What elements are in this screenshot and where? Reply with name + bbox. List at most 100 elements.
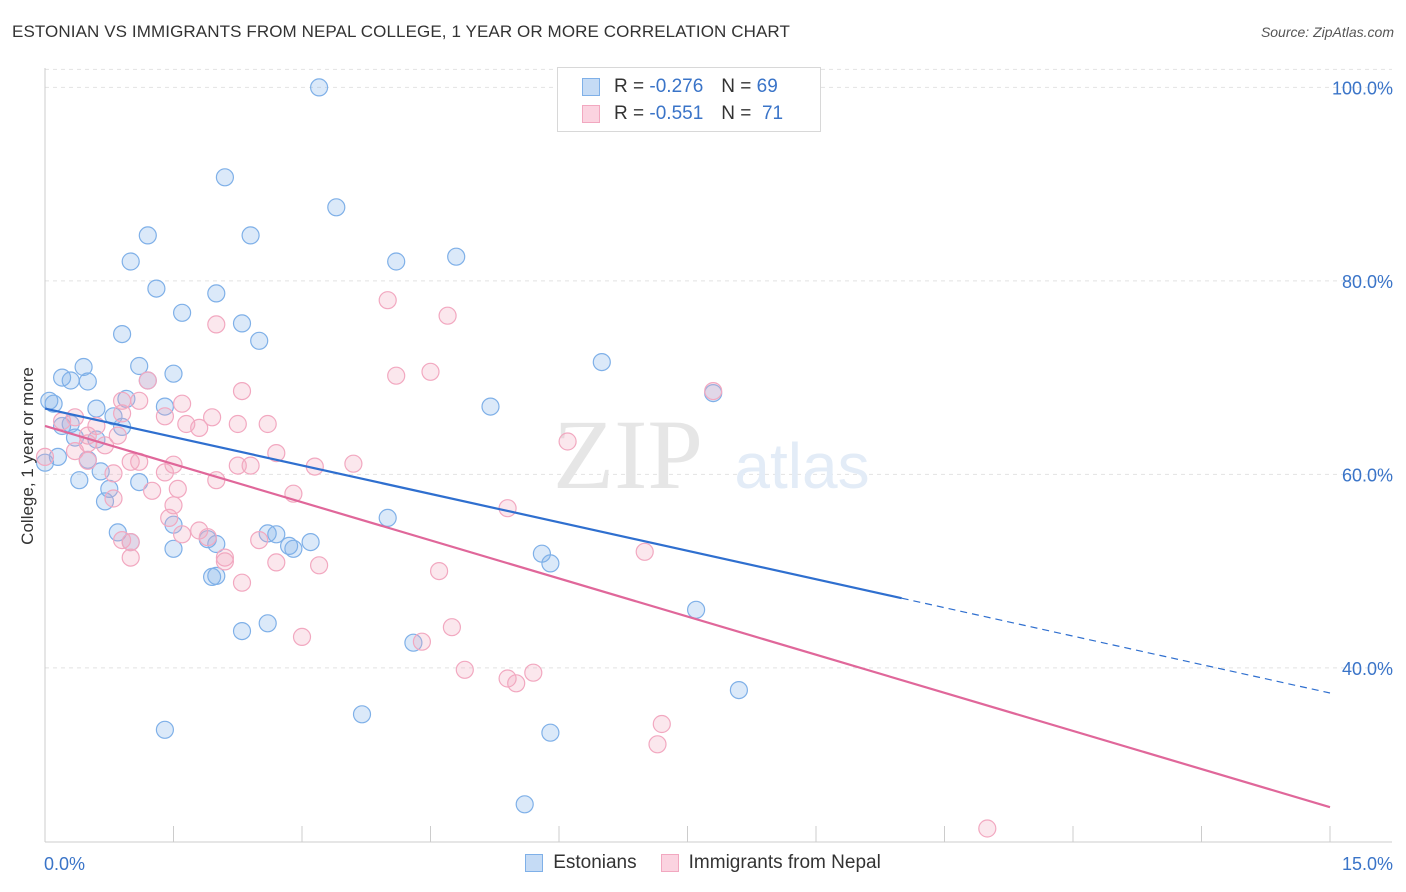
data-point [498, 499, 517, 518]
data-point [352, 705, 372, 724]
y-tick-label: 100.0% [1332, 78, 1393, 98]
data-point [412, 632, 431, 651]
data-points [35, 78, 997, 838]
data-point [35, 447, 55, 466]
data-point [78, 372, 97, 391]
data-point [143, 481, 162, 500]
data-point [168, 479, 187, 498]
legend-label-nepal: Immigrants from Nepal [688, 852, 881, 873]
tick-labels: 40.0% 60.0% 80.0% 100.0% 0.0% 15.0% [44, 78, 1393, 874]
data-point [215, 548, 234, 567]
data-point [447, 247, 466, 266]
data-point [310, 556, 329, 575]
data-point [648, 735, 667, 754]
legend-item-nepal: Immigrants from Nepal [660, 852, 881, 874]
data-point [378, 291, 397, 310]
data-point [592, 353, 611, 372]
legend-n-value: 69 [756, 76, 778, 97]
data-point [250, 331, 269, 350]
x-tick-label: 15.0% [1342, 854, 1393, 874]
data-point [978, 819, 997, 838]
trend-lines [44, 407, 1331, 809]
legend-r-label: R = [614, 103, 645, 124]
data-point [207, 315, 226, 334]
data-point [104, 489, 123, 508]
data-point [704, 382, 723, 401]
data-point [430, 561, 449, 581]
series-legend: Estonians Immigrants from Nepal [0, 852, 1406, 874]
data-point [130, 356, 149, 376]
data-point [160, 508, 179, 528]
data-point [258, 414, 277, 434]
legend-swatch-nepal [660, 854, 679, 872]
watermark-atlas: atlas [734, 430, 869, 502]
data-point [173, 525, 192, 544]
data-point [292, 627, 312, 647]
correlation-legend: R = -0.276 N = 69 R = -0.551 N = 71 [557, 67, 821, 132]
data-point [130, 473, 149, 492]
data-point [729, 680, 749, 700]
data-point [164, 364, 183, 383]
data-point [155, 397, 174, 416]
data-point [387, 252, 406, 271]
y-tick-label: 60.0% [1342, 465, 1393, 485]
data-point [241, 456, 260, 475]
data-point [138, 226, 157, 245]
data-point [130, 391, 149, 410]
data-point [378, 508, 397, 528]
data-point [155, 463, 174, 482]
legend-swatch-nepal [582, 105, 600, 123]
data-point [541, 554, 560, 573]
data-point [558, 432, 577, 451]
data-point [327, 198, 346, 217]
data-point [112, 404, 132, 423]
data-point [232, 621, 252, 641]
data-point [515, 795, 534, 814]
axes [44, 68, 1392, 843]
data-point [74, 357, 93, 377]
trend-line [44, 424, 1331, 809]
data-point [112, 325, 132, 344]
data-point [301, 532, 320, 552]
data-point [173, 394, 192, 413]
data-point [232, 382, 252, 401]
legend-swatch-estonians [525, 854, 544, 872]
data-point [310, 78, 329, 97]
data-point [138, 371, 157, 390]
data-point [52, 412, 72, 431]
data-point [686, 600, 706, 619]
data-point [121, 252, 140, 271]
data-point [267, 444, 286, 463]
data-point [541, 723, 560, 742]
trend-line [44, 407, 902, 600]
legend-r-label: R = [614, 76, 645, 97]
data-point [421, 362, 440, 381]
data-point [215, 552, 234, 571]
data-point [258, 614, 277, 633]
data-point [387, 366, 406, 385]
data-point [507, 674, 526, 693]
data-point [65, 442, 85, 461]
data-point [215, 168, 234, 187]
legend-label-estonians: Estonians [553, 852, 637, 873]
legend-n-label: N = [721, 76, 752, 97]
data-point [524, 663, 543, 682]
data-point [173, 303, 192, 322]
trend-line-extension [901, 597, 1331, 694]
watermark: ZIP atlas [553, 399, 870, 510]
data-point [250, 530, 269, 550]
data-point [635, 542, 654, 561]
data-point [121, 548, 140, 567]
data-point [35, 453, 55, 472]
legend-r-value: -0.551 [649, 103, 704, 124]
data-point [652, 714, 671, 734]
legend-swatch-estonians [582, 78, 600, 96]
data-point [104, 464, 123, 483]
data-point [232, 573, 252, 592]
chart-source: Source: ZipAtlas.com [1260, 24, 1394, 40]
data-point [87, 399, 106, 418]
data-point [164, 539, 183, 558]
data-point [155, 720, 174, 739]
legend-n-value: 71 [761, 103, 784, 124]
